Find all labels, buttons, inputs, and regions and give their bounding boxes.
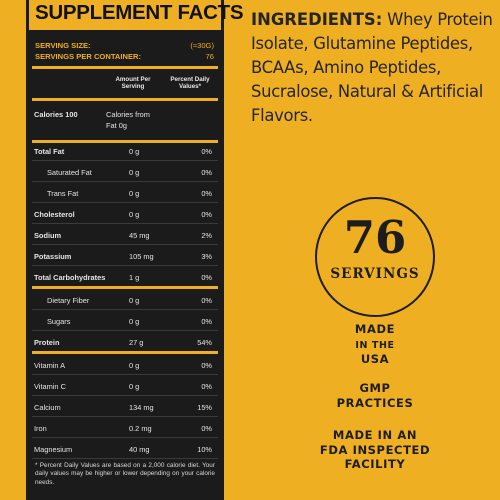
supplement-facts-panel: SUPPLEMENT FACTS SERVING SIZE: (≈30G) SE… xyxy=(26,0,244,500)
servings-per-container-row: SERVINGS PER CONTAINER: 76 xyxy=(35,52,214,61)
nutrient-label: Dietary Fiber xyxy=(47,296,90,305)
ingredients-text: Whey Protein Isolate, Glutamine Peptides… xyxy=(251,10,493,125)
nutrient-amount: 0 g xyxy=(129,296,140,305)
nutrient-daily-value: 3% xyxy=(201,252,212,261)
calories-row: Calories 100 Calories from Fat 0g xyxy=(32,103,218,143)
nutrient-label: Iron xyxy=(34,424,47,433)
made-in-usa-line-2: IN THE xyxy=(355,339,395,351)
nutrient-row: Calcium 134 mg 15% xyxy=(32,396,218,417)
nutrient-label: Sugars xyxy=(47,317,71,326)
nutrient-label: Sodium xyxy=(34,231,62,240)
calories-label: Calories 100 xyxy=(34,110,78,119)
nutrient-daily-value: 0% xyxy=(201,168,212,177)
nutrient-row: Cholesterol 0 g 0% xyxy=(32,203,218,224)
ingredients-heading: INGREDIENTS: xyxy=(251,10,383,29)
made-in-usa-line-1: MADE xyxy=(354,322,396,336)
nutrient-row: Vitamin A 0 g 0% xyxy=(32,354,218,375)
nutrient-daily-value: 0% xyxy=(201,382,212,391)
nutrient-row: Trans Fat 0 g 0% xyxy=(32,182,218,203)
nutrient-daily-value: 0% xyxy=(201,210,212,219)
nutrient-label: Saturated Fat xyxy=(47,168,92,177)
nutrient-daily-value: 0% xyxy=(201,424,212,433)
nutrient-label: Vitamin A xyxy=(34,361,66,370)
servings-badge-number: 76 xyxy=(343,211,407,264)
nutrient-daily-value: 0% xyxy=(201,273,212,282)
nutrient-row: Protein 27 g 54% xyxy=(32,331,218,354)
nutrient-daily-value: 0% xyxy=(201,361,212,370)
gmp-line-1: GMP xyxy=(359,381,391,395)
servings-per-container-label: SERVINGS PER CONTAINER: xyxy=(35,52,142,61)
nutrient-amount: 1 g xyxy=(129,273,140,282)
calories-from-fat: Calories from Fat 0g xyxy=(106,110,150,131)
nutrient-row: Potassium 105 mg 3% xyxy=(32,245,218,266)
made-in-usa-line-3: USA xyxy=(360,351,390,366)
column-header-amount: Amount Per Serving xyxy=(115,76,151,91)
fda-line-3: FACILITY xyxy=(344,457,406,472)
nutrient-daily-value: 54% xyxy=(197,338,212,347)
nutrient-amount: 0 g xyxy=(129,168,140,177)
nutrient-amount: 0 g xyxy=(129,147,140,156)
fda-facility-claim: MADE IN AN FDA INSPECTED FACILITY xyxy=(300,428,450,472)
calories-from-fat-line-1: Calories from xyxy=(106,110,150,119)
nutrient-amount: 0 g xyxy=(129,361,140,370)
nutrient-label: Potassium xyxy=(34,252,72,261)
calories-from-fat-line-2: Fat 0g xyxy=(106,120,127,130)
panel-title: SUPPLEMENT FACTS xyxy=(35,1,244,24)
nutrient-label: Total Carbohydrates xyxy=(34,273,106,282)
panel-header: SUPPLEMENT FACTS xyxy=(29,0,244,30)
nutrient-amount: 0 g xyxy=(129,210,140,219)
nutrient-label: Trans Fat xyxy=(47,189,79,198)
nutrient-amount: 45 mg xyxy=(129,231,150,240)
gmp-practices-claim: GMP PRACTICES xyxy=(300,381,450,410)
serving-size-value: (≈30G) xyxy=(190,41,214,50)
nutrient-daily-value: 10% xyxy=(197,445,212,454)
nutrient-row: Iron 0.2 mg 0% xyxy=(32,417,218,438)
serving-size-label: SERVING SIZE: xyxy=(35,41,91,50)
nutrient-row: Total Carbohydrates 1 g 0% xyxy=(32,266,218,289)
nutrient-row: Sodium 45 mg 2% xyxy=(32,224,218,245)
fda-line-1: MADE IN AN xyxy=(332,428,418,442)
nutrient-amount: 0 g xyxy=(129,382,140,391)
nutrient-daily-value: 2% xyxy=(201,231,212,240)
footnote: * Percent Daily Values are based on a 2,… xyxy=(35,462,215,486)
nutrient-amount: 40 mg xyxy=(129,445,150,454)
nutrient-label: Magnesium xyxy=(34,445,73,454)
nutrient-row: Total Fat 0 g 0% xyxy=(32,140,218,161)
servings-badge-label: SERVINGS xyxy=(330,266,420,282)
nutrient-label: Calcium xyxy=(34,403,61,412)
fda-line-2: FDA INSPECTED xyxy=(319,442,431,457)
nutrient-label: Cholesterol xyxy=(34,210,75,219)
nutrient-row: Dietary Fiber 0 g 0% xyxy=(32,289,218,310)
nutrient-daily-value: 0% xyxy=(201,189,212,198)
nutrient-amount: 0.2 mg xyxy=(129,424,152,433)
gmp-line-2: PRACTICES xyxy=(336,395,414,410)
nutrient-row: Vitamin C 0 g 0% xyxy=(32,375,218,396)
nutrient-daily-value: 0% xyxy=(201,317,212,326)
nutrient-amount: 134 mg xyxy=(129,403,154,412)
nutrient-row: Magnesium 40 mg 10% xyxy=(32,438,218,459)
made-in-usa-claim: MADE IN THE USA xyxy=(300,322,450,367)
ingredients-block: INGREDIENTS: Whey Protein Isolate, Gluta… xyxy=(251,8,493,128)
nutrient-row: Sugars 0 g 0% xyxy=(32,310,218,331)
serving-size-row: SERVING SIZE: (≈30G) xyxy=(35,41,214,50)
divider xyxy=(32,98,218,101)
servings-per-container-value: 76 xyxy=(205,52,214,61)
column-header-daily-value: Percent Daily Values* xyxy=(170,76,210,91)
nutrient-label: Total Fat xyxy=(34,147,65,156)
nutrient-daily-value: 0% xyxy=(201,296,212,305)
nutrient-row: Saturated Fat 0 g 0% xyxy=(32,161,218,182)
divider xyxy=(32,66,218,69)
nutrient-daily-value: 15% xyxy=(197,403,212,412)
servings-badge: 76 SERVINGS xyxy=(315,197,435,317)
nutrient-label: Vitamin C xyxy=(34,382,66,391)
nutrient-amount: 27 g xyxy=(129,338,144,347)
nutrient-daily-value: 0% xyxy=(201,147,212,156)
nutrient-amount: 0 g xyxy=(129,317,140,326)
nutrient-label: Protein xyxy=(34,338,60,347)
nutrient-amount: 0 g xyxy=(129,189,140,198)
nutrient-amount: 105 mg xyxy=(129,252,154,261)
